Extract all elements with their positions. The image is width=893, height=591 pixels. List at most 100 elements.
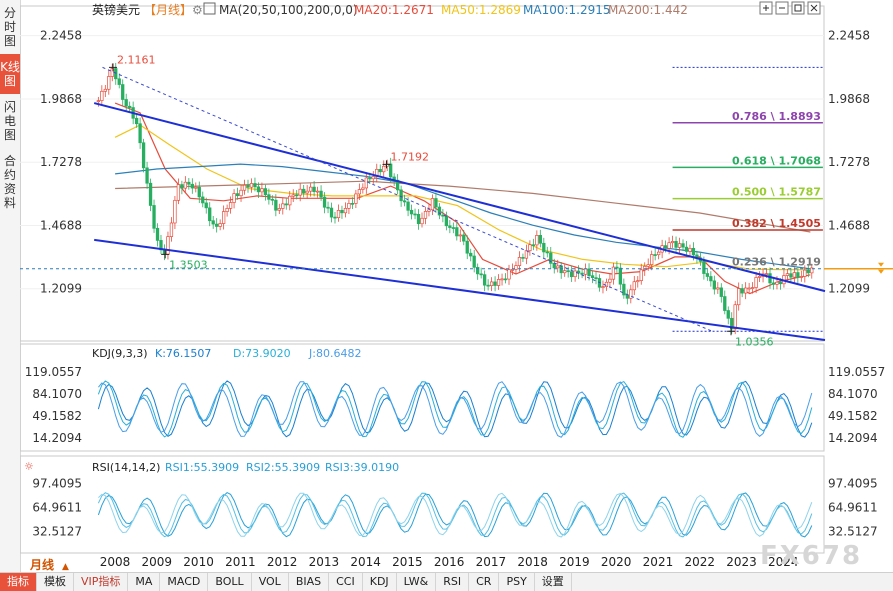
candle-body: [322, 196, 327, 208]
candle-body: [281, 203, 285, 209]
candle-body: [719, 287, 723, 297]
fit-icon[interactable]: [791, 1, 805, 15]
price-tick-left: 1.7278: [40, 155, 82, 169]
candle-body: [319, 190, 323, 198]
settings-icon[interactable]: ⚙: [192, 3, 203, 17]
candle-body: [399, 189, 403, 202]
candle-body: [364, 177, 368, 189]
rsi3-value: RSI3:39.0190: [325, 461, 399, 474]
rsi2-value: RSI2:55.3909: [246, 461, 320, 474]
candle-body: [354, 193, 358, 204]
candle-body: [650, 254, 654, 265]
candle-body: [350, 202, 355, 205]
tab-lw[interactable]: LW&: [397, 573, 437, 591]
kdj-k-value: K:76.1507: [155, 347, 211, 360]
tab-rsi[interactable]: RSI: [436, 573, 470, 591]
rsi-settings-icon[interactable]: ☼: [24, 460, 34, 473]
candle-body: [636, 280, 640, 283]
candle-body: [500, 278, 504, 281]
candle-body: [218, 223, 222, 227]
kdj-tick-right: 119.0557: [828, 365, 885, 379]
tab-indicator[interactable]: 指标: [0, 573, 37, 591]
channel-upper-line: [93, 102, 826, 293]
tab-settings[interactable]: 设置: [535, 573, 572, 591]
x-tick-label: 2022: [684, 555, 715, 569]
candle-body: [152, 205, 156, 229]
candle-body: [657, 251, 661, 256]
candle-body: [726, 310, 730, 319]
candle-body: [138, 123, 142, 144]
candle-body: [740, 288, 744, 294]
tab-cci[interactable]: CCI: [329, 573, 363, 591]
fib-label: 0.618 \ 1.7068: [732, 154, 821, 167]
candle-body: [632, 281, 636, 291]
price-tick-right: 1.9868: [828, 92, 870, 106]
tab-vol[interactable]: VOL: [252, 573, 289, 591]
candle-body: [674, 241, 678, 248]
tab-contract-info[interactable]: 合约资料: [3, 154, 16, 210]
kdj-j-value: J:80.6482: [308, 347, 361, 360]
candle-body: [190, 183, 194, 189]
tab-template[interactable]: 模板: [37, 573, 74, 591]
candle-body: [618, 267, 623, 285]
tab-kdj[interactable]: KDJ: [363, 573, 397, 591]
price-tick-left: 2.2458: [40, 29, 82, 43]
ma-toggle-icon[interactable]: [203, 2, 216, 15]
tab-cr[interactable]: CR: [469, 573, 500, 591]
candle-body: [416, 213, 421, 225]
candle-body: [173, 199, 177, 224]
candle-body: [413, 213, 417, 216]
candle-body: [545, 251, 549, 254]
tab-flash[interactable]: 闪电图: [3, 100, 16, 142]
candle-body: [531, 244, 536, 247]
tab-psy[interactable]: PSY: [499, 573, 535, 591]
candle-body: [121, 84, 125, 100]
price-tick-right: 1.2099: [828, 282, 870, 296]
candle-body: [409, 209, 414, 215]
candle-body: [295, 194, 299, 197]
price-chart[interactable]: 英镑美元 【月线】 ⚙ MA(20,50,100,200,0,0) MA20:1…: [20, 0, 893, 572]
x-tick-label: 2008: [100, 555, 131, 569]
candle-body: [476, 266, 480, 275]
tab-kline[interactable]: K线图: [0, 54, 20, 94]
candle-body: [730, 317, 734, 330]
candle-body: [702, 261, 706, 274]
candle-body: [803, 269, 807, 277]
zoom-out-icon[interactable]: [775, 1, 789, 15]
x-tick-label: 2014: [350, 555, 381, 569]
candle-body: [298, 188, 302, 196]
x-tick-label: 2009: [142, 555, 173, 569]
candle-body: [107, 76, 111, 90]
tab-timeshare[interactable]: 分时图: [3, 6, 16, 48]
candle-body: [521, 257, 525, 259]
candle-body: [263, 188, 268, 196]
candle-body: [629, 289, 633, 299]
x-tick-label: 2016: [434, 555, 465, 569]
candle-body: [604, 281, 609, 287]
tab-ma[interactable]: MA: [128, 573, 161, 591]
close-icon[interactable]: [807, 1, 821, 15]
tab-bias[interactable]: BIAS: [289, 573, 330, 591]
price-tick-right: 2.2458: [828, 29, 870, 43]
candle-body: [608, 278, 612, 283]
candle-body: [340, 210, 344, 214]
tab-macd[interactable]: MACD: [160, 573, 209, 591]
candle-body: [681, 243, 685, 248]
candle-body: [103, 88, 107, 92]
zoom-in-icon[interactable]: [759, 1, 773, 15]
ma50-value: MA50:1.2869: [441, 3, 521, 17]
period-selector[interactable]: 月线 ▲: [30, 556, 69, 573]
candle-body: [462, 234, 466, 242]
candle-body: [308, 186, 313, 192]
candle-body: [757, 275, 762, 278]
tab-boll[interactable]: BOLL: [208, 573, 252, 591]
kdj-tick-right: 49.1582: [828, 409, 878, 423]
candle-body: [235, 193, 240, 197]
candle-body: [677, 243, 682, 248]
fib-label: 0.786 \ 1.8893: [732, 110, 821, 123]
tab-vip-indicator[interactable]: VIP指标: [74, 573, 129, 591]
candle-body: [128, 105, 132, 108]
candle-body: [389, 163, 393, 178]
candle-body: [569, 271, 574, 278]
candle-body: [528, 244, 532, 252]
